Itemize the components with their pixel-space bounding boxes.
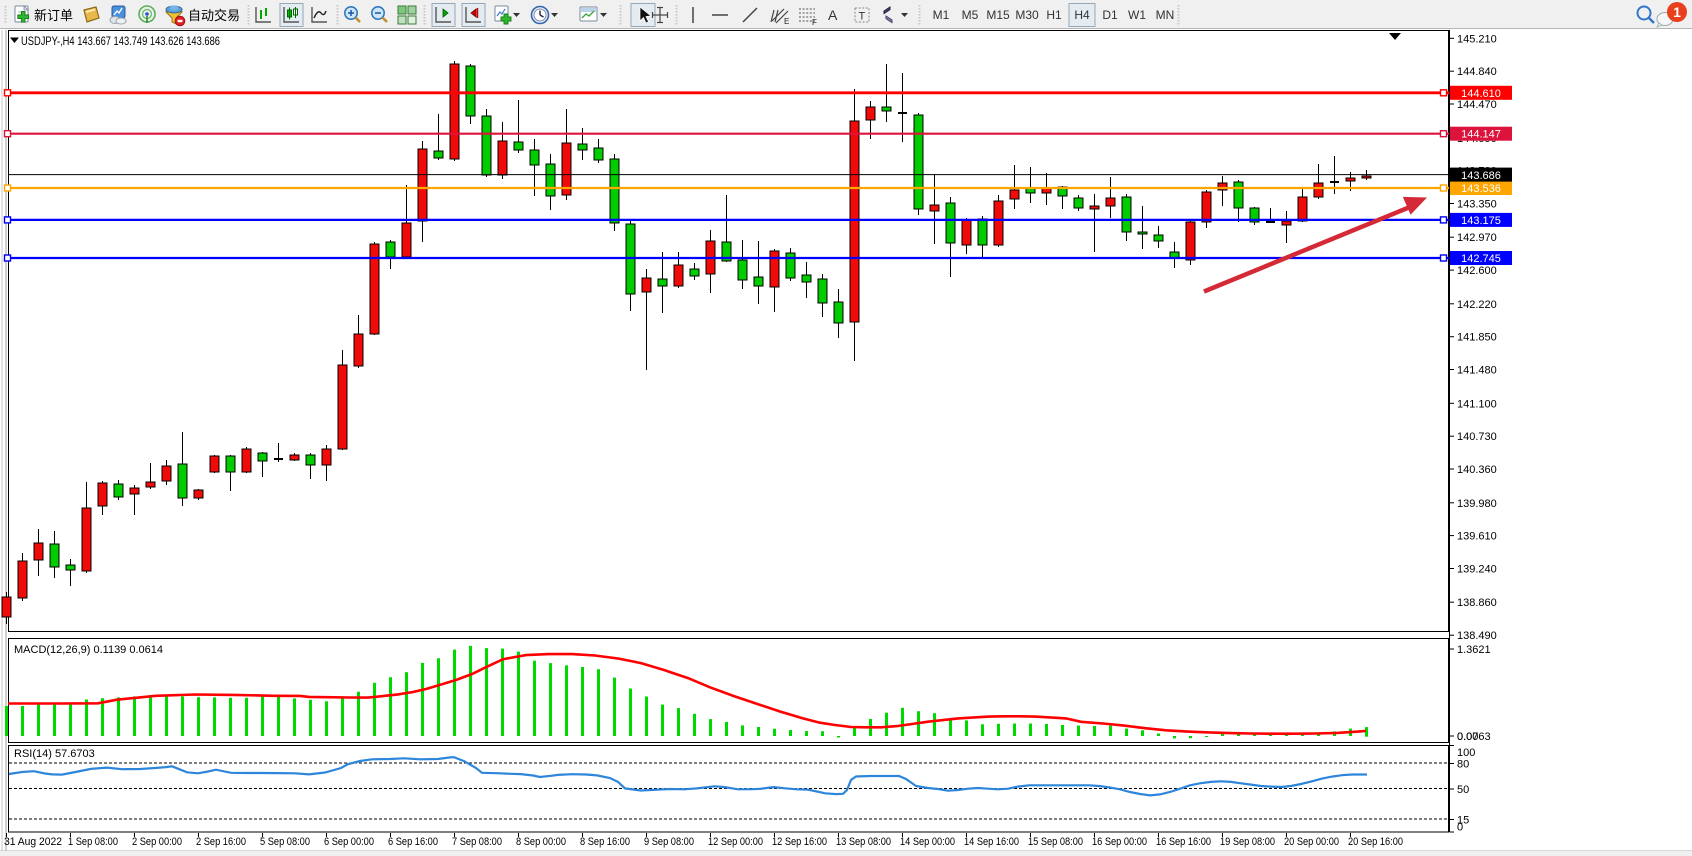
svg-text:6 Sep 16:00: 6 Sep 16:00 bbox=[388, 836, 438, 848]
svg-text:1.3621: 1.3621 bbox=[1457, 644, 1491, 656]
svg-text:7 Sep 08:00: 7 Sep 08:00 bbox=[452, 836, 502, 848]
svg-text:D1: D1 bbox=[1102, 8, 1118, 22]
svg-text:RSI(14) 57.6703: RSI(14) 57.6703 bbox=[14, 748, 95, 760]
svg-text:143.686: 143.686 bbox=[1461, 170, 1501, 182]
svg-text:T: T bbox=[859, 11, 866, 23]
svg-text:140.360: 140.360 bbox=[1457, 464, 1497, 476]
svg-text:E: E bbox=[784, 17, 789, 26]
svg-text:H4: H4 bbox=[1074, 8, 1090, 22]
svg-text:MN: MN bbox=[1156, 8, 1175, 22]
svg-text:0.00: 0.00 bbox=[1457, 731, 1478, 743]
svg-text:14 Sep 00:00: 14 Sep 00:00 bbox=[900, 836, 955, 848]
svg-text:M5: M5 bbox=[962, 8, 979, 22]
svg-text:15 Sep 08:00: 15 Sep 08:00 bbox=[1028, 836, 1083, 848]
svg-text:自动交易: 自动交易 bbox=[188, 8, 240, 23]
svg-text:138.490: 138.490 bbox=[1457, 630, 1497, 642]
svg-text:141.100: 141.100 bbox=[1457, 398, 1497, 410]
svg-text:143.350: 143.350 bbox=[1457, 199, 1497, 211]
svg-text:144.610: 144.610 bbox=[1461, 88, 1501, 100]
svg-text:20 Sep 00:00: 20 Sep 00:00 bbox=[1284, 836, 1339, 848]
svg-text:140.730: 140.730 bbox=[1457, 431, 1497, 443]
svg-text:145.210: 145.210 bbox=[1457, 33, 1497, 45]
svg-text:50: 50 bbox=[1457, 784, 1469, 796]
svg-text:143.175: 143.175 bbox=[1461, 215, 1501, 227]
svg-text:6 Sep 00:00: 6 Sep 00:00 bbox=[324, 836, 374, 848]
svg-text:144.147: 144.147 bbox=[1461, 129, 1501, 141]
svg-text:W1: W1 bbox=[1128, 8, 1146, 22]
svg-text:142.600: 142.600 bbox=[1457, 265, 1497, 277]
svg-text:2 Sep 16:00: 2 Sep 16:00 bbox=[196, 836, 246, 848]
svg-text:138.860: 138.860 bbox=[1457, 597, 1497, 609]
svg-text:139.610: 139.610 bbox=[1457, 531, 1497, 543]
svg-text:142.970: 142.970 bbox=[1457, 232, 1497, 244]
svg-text:144.470: 144.470 bbox=[1457, 99, 1497, 111]
svg-text:31 Aug 2022: 31 Aug 2022 bbox=[4, 836, 62, 848]
svg-text:8 Sep 00:00: 8 Sep 00:00 bbox=[516, 836, 566, 848]
svg-text:新订单: 新订单 bbox=[34, 8, 73, 23]
svg-text:100: 100 bbox=[1457, 747, 1475, 759]
svg-text:1: 1 bbox=[1673, 4, 1681, 20]
svg-text:0: 0 bbox=[1457, 822, 1463, 834]
svg-text:141.480: 141.480 bbox=[1457, 365, 1497, 377]
svg-text:12 Sep 16:00: 12 Sep 16:00 bbox=[772, 836, 827, 848]
svg-text:F: F bbox=[812, 18, 817, 27]
svg-text:H1: H1 bbox=[1046, 8, 1062, 22]
svg-text:142.220: 142.220 bbox=[1457, 299, 1497, 311]
svg-text:16 Sep 00:00: 16 Sep 00:00 bbox=[1092, 836, 1147, 848]
svg-text:14 Sep 16:00: 14 Sep 16:00 bbox=[964, 836, 1019, 848]
svg-text:12 Sep 00:00: 12 Sep 00:00 bbox=[708, 836, 763, 848]
svg-text:139.980: 139.980 bbox=[1457, 498, 1497, 510]
svg-text:M15: M15 bbox=[986, 8, 1010, 22]
svg-text:MACD(12,26,9) 0.1139 0.0614: MACD(12,26,9) 0.1139 0.0614 bbox=[14, 644, 163, 656]
svg-text:5 Sep 08:00: 5 Sep 08:00 bbox=[260, 836, 310, 848]
svg-text:M30: M30 bbox=[1015, 8, 1039, 22]
svg-text:M1: M1 bbox=[933, 8, 950, 22]
svg-text:141.850: 141.850 bbox=[1457, 332, 1497, 344]
svg-text:USDJPY-,H4 143.667 143.749 14: USDJPY-,H4 143.667 143.749 143.626 143.6… bbox=[21, 34, 220, 48]
svg-text:15: 15 bbox=[1457, 815, 1469, 827]
svg-text:0.0763: 0.0763 bbox=[1457, 731, 1491, 743]
svg-text:16 Sep 16:00: 16 Sep 16:00 bbox=[1156, 836, 1211, 848]
svg-text:144.840: 144.840 bbox=[1457, 66, 1497, 78]
svg-text:20 Sep 16:00: 20 Sep 16:00 bbox=[1348, 836, 1403, 848]
svg-text:2 Sep 00:00: 2 Sep 00:00 bbox=[132, 836, 182, 848]
svg-text:8 Sep 16:00: 8 Sep 16:00 bbox=[580, 836, 630, 848]
svg-text:A: A bbox=[828, 7, 838, 23]
svg-text:142.745: 142.745 bbox=[1461, 253, 1501, 265]
svg-text:1 Sep 08:00: 1 Sep 08:00 bbox=[68, 836, 118, 848]
svg-text:143.536: 143.536 bbox=[1461, 183, 1501, 195]
svg-text:9 Sep 08:00: 9 Sep 08:00 bbox=[644, 836, 694, 848]
svg-text:139.240: 139.240 bbox=[1457, 564, 1497, 576]
svg-text:13 Sep 08:00: 13 Sep 08:00 bbox=[836, 836, 891, 848]
svg-text:19 Sep 08:00: 19 Sep 08:00 bbox=[1220, 836, 1275, 848]
svg-text:80: 80 bbox=[1457, 759, 1469, 771]
